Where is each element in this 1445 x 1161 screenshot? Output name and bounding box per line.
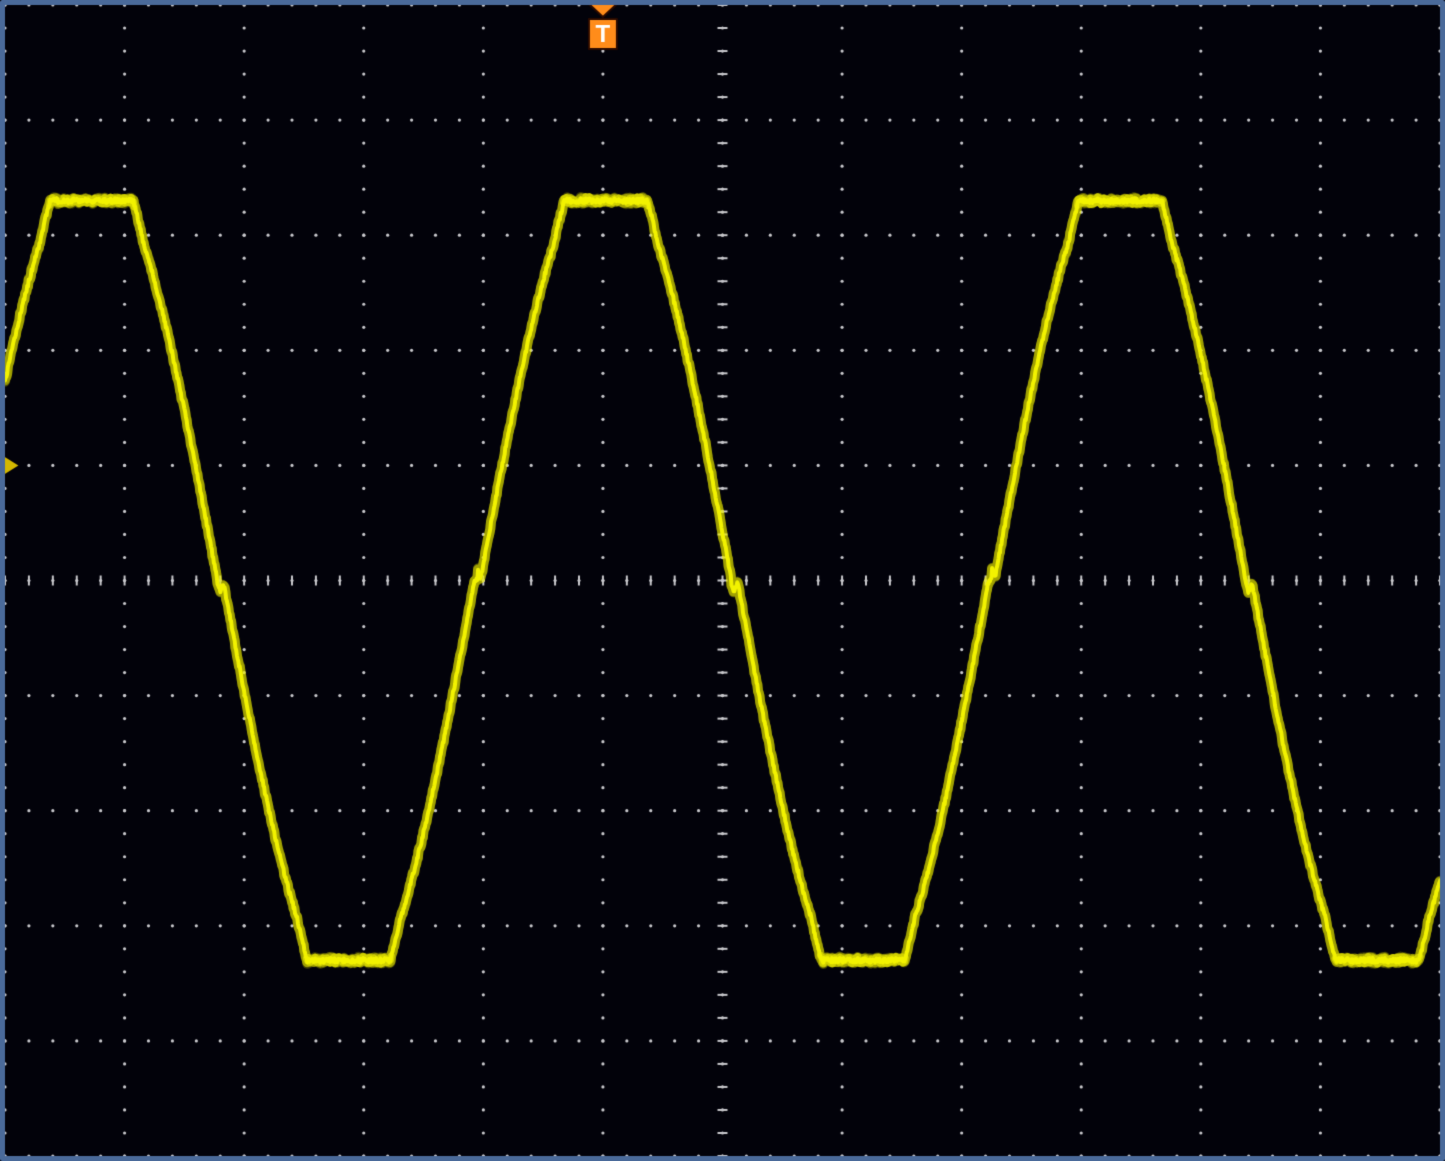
oscilloscope-display bbox=[0, 0, 1445, 1161]
oscilloscope-canvas bbox=[0, 0, 1445, 1161]
